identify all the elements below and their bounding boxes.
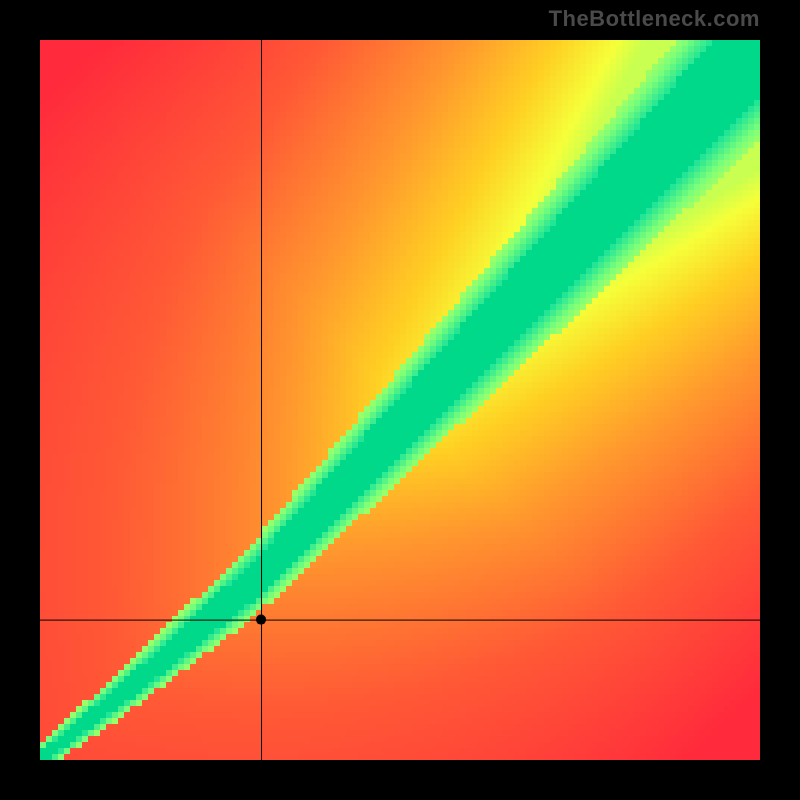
watermark-text: TheBottleneck.com (549, 6, 760, 32)
bottleneck-heatmap (40, 40, 760, 760)
plot-area (40, 40, 760, 760)
frame: TheBottleneck.com (0, 0, 800, 800)
